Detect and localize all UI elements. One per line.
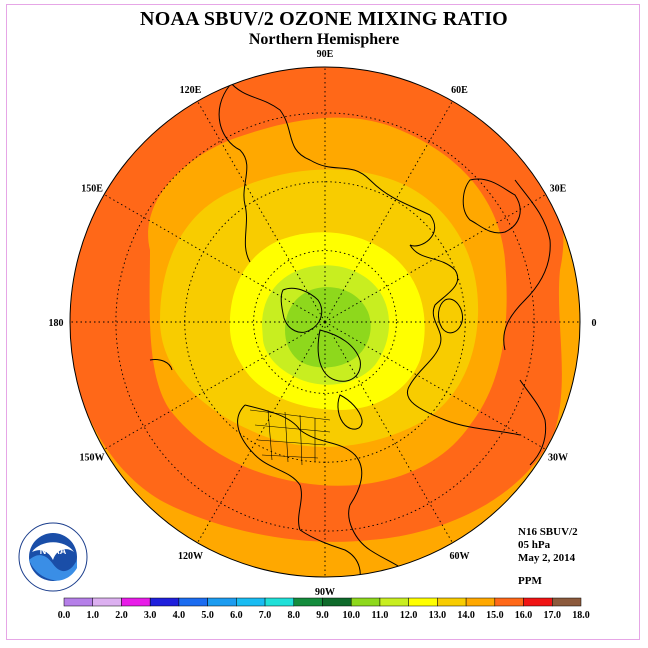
colorbar-swatch xyxy=(149,597,180,607)
longitude-label: 150E xyxy=(81,184,103,195)
colorbar-tick-label: 1.0 xyxy=(86,610,99,621)
colorbar-swatch xyxy=(552,597,582,607)
meridian-line xyxy=(324,321,547,450)
colorbar-swatch xyxy=(121,597,151,607)
colorbar-tick-label: 7.0 xyxy=(259,610,272,621)
colorbar-swatch xyxy=(494,597,524,607)
colorbar-tick-label: 11.0 xyxy=(371,610,388,621)
colorbar-swatch xyxy=(236,597,266,607)
meridian-line xyxy=(324,194,547,323)
longitude-label: 90W xyxy=(315,587,335,598)
colorbar-tick-label: 5.0 xyxy=(201,610,214,621)
graticule xyxy=(70,67,580,577)
colorbar-tick-label: 12.0 xyxy=(400,610,418,621)
longitude-label: 60E xyxy=(451,85,468,96)
colorbar-swatch xyxy=(207,597,237,607)
instrument-label: N16 SBUV/2 xyxy=(518,526,578,538)
colorbar-swatch xyxy=(63,597,93,607)
colorbar-tick-label: 2.0 xyxy=(115,610,128,621)
colorbar-tick-label: 9.0 xyxy=(316,610,329,621)
us-state-lines xyxy=(249,409,331,466)
longitude-label: 30E xyxy=(550,184,567,195)
map-title: NOAA SBUV/2 OZONE MIXING RATIO xyxy=(140,8,508,30)
longitude-label: 0 xyxy=(592,318,597,329)
colorbar-swatch xyxy=(293,597,323,607)
colorbar-swatch xyxy=(264,597,295,607)
pressure-label: 05 hPa xyxy=(518,539,551,551)
meridian-line xyxy=(103,194,326,323)
colorbar-swatch xyxy=(408,597,438,607)
colorbar-swatch xyxy=(350,597,381,607)
colorbar-tick-label: 4.0 xyxy=(173,610,186,621)
colorbar-tick-label: 10.0 xyxy=(342,610,360,621)
longitude-label: 60W xyxy=(450,551,470,562)
longitude-label: 120W xyxy=(178,551,203,562)
colorbar-tick-label: 8.0 xyxy=(288,610,301,621)
longitude-label: 180 xyxy=(49,318,64,329)
colorbar-tick-label: 16.0 xyxy=(515,610,533,621)
image-frame xyxy=(6,4,640,640)
coastlines xyxy=(149,79,551,577)
meridian-line xyxy=(103,321,326,450)
colorbar-swatch xyxy=(322,597,352,607)
longitude-label: 90E xyxy=(317,49,334,60)
globe-outline xyxy=(69,66,581,578)
meridian-line xyxy=(197,321,326,544)
colorbar-swatch xyxy=(379,597,409,607)
colorbar-tick-label: 3.0 xyxy=(144,610,157,621)
colorbar-swatch xyxy=(523,597,553,607)
logo-text: NOAA xyxy=(40,546,67,556)
colorbar-swatch xyxy=(92,597,122,607)
colorbar-swatch xyxy=(465,597,496,607)
colorbar-tick-label: 13.0 xyxy=(429,610,447,621)
longitude-label: 150W xyxy=(80,453,105,464)
colorbar-tick-label: 17.0 xyxy=(544,610,562,621)
colorbar-tick-label: 0.0 xyxy=(58,610,71,621)
colorbar-tick-label: 18.0 xyxy=(572,610,590,621)
colorbar-tick-label: 15.0 xyxy=(486,610,504,621)
meridian-line xyxy=(324,100,453,323)
map-subtitle: Northern Hemisphere xyxy=(248,31,400,48)
latitude-circle xyxy=(253,250,397,394)
meridian-line xyxy=(197,100,326,323)
longitude-label: 120E xyxy=(180,85,202,96)
date-label: May 2, 2014 xyxy=(518,552,576,564)
ozone-field xyxy=(70,67,580,577)
colorbar-tick-label: 6.0 xyxy=(230,610,243,621)
colorbar-tick-label: 14.0 xyxy=(457,610,475,621)
colorbar-swatch xyxy=(178,597,208,607)
band-11 xyxy=(285,287,371,368)
colorbar: 0.0 1.0 2.0 3.0 4.0 5.0 6.0 7.0 8.0 9.0 10.0 11.0 12… xyxy=(58,597,590,621)
latitude-circle xyxy=(115,112,535,532)
meridian-line xyxy=(324,321,453,544)
longitude-labels: 0 30E 60E 90E 120E 150E 180 150W 120W 90W 60W 30W xyxy=(49,49,597,598)
longitude-label: 30W xyxy=(548,453,568,464)
noaa-logo: NOAA xyxy=(18,522,88,592)
colorbar-swatch xyxy=(437,597,467,607)
units-label: PPM xyxy=(518,575,542,587)
